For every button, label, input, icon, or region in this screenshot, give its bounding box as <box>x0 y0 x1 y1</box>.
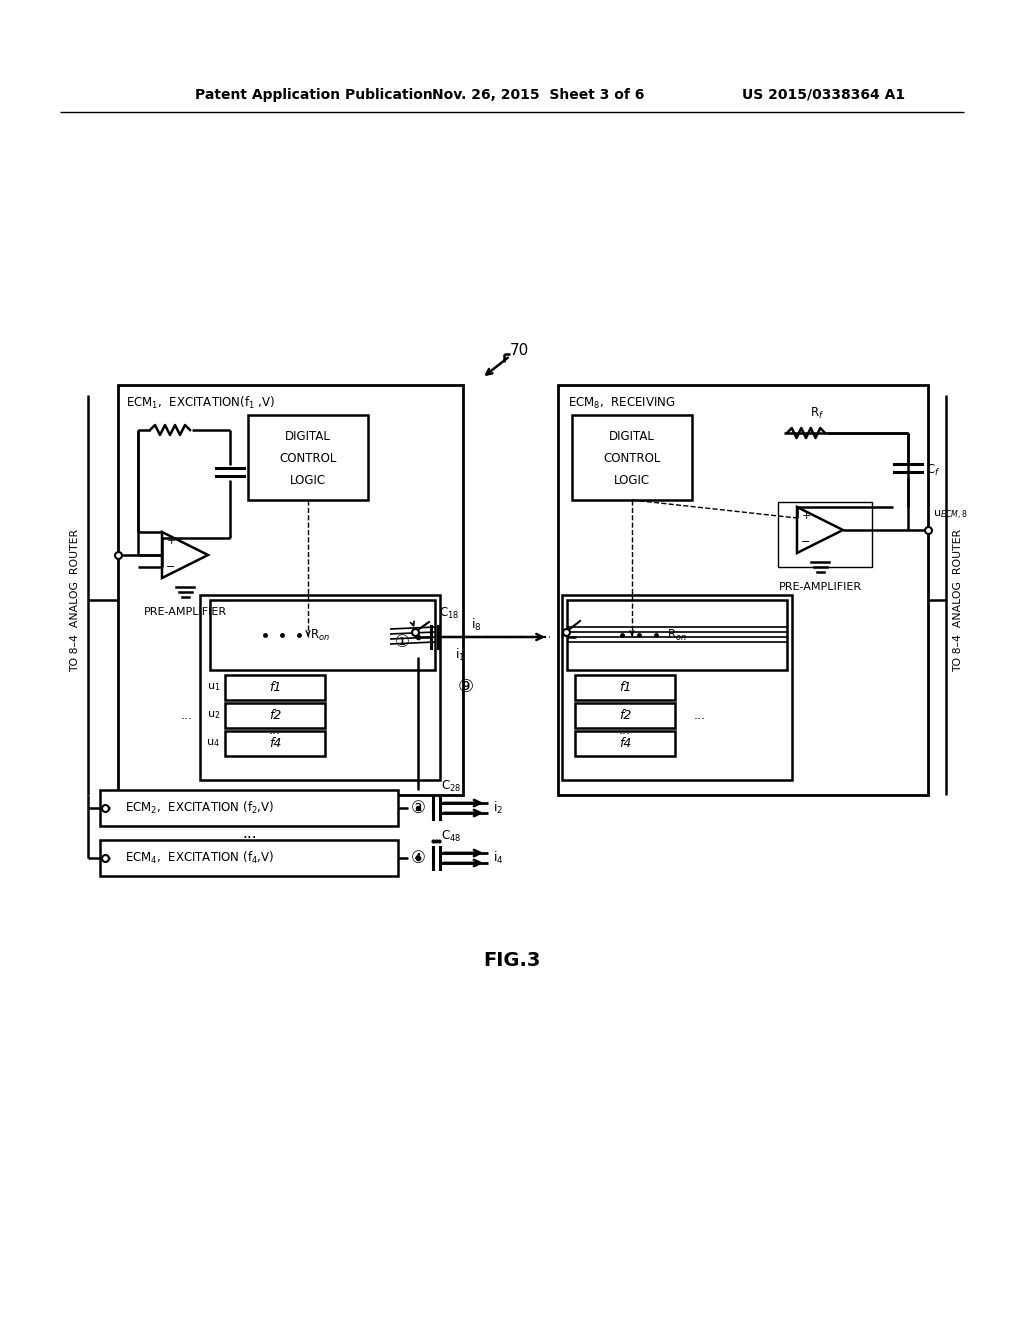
Bar <box>575 731 675 756</box>
Text: TO 8–4  ANALOG  ROUTER: TO 8–4 ANALOG ROUTER <box>70 528 80 672</box>
Bar <box>118 385 463 795</box>
Text: ECM$_8$,  RECEIVING: ECM$_8$, RECEIVING <box>568 396 676 411</box>
Text: ①: ① <box>394 634 410 651</box>
Text: ECM$_2$,  EXCITATION (f$_2$,V): ECM$_2$, EXCITATION (f$_2$,V) <box>125 800 274 816</box>
Text: ⑨: ⑨ <box>458 678 474 696</box>
Text: f1: f1 <box>269 681 282 694</box>
Text: ECM$_1$,  EXCITATION(f$_1$ ,V): ECM$_1$, EXCITATION(f$_1$ ,V) <box>126 395 275 411</box>
Text: f4: f4 <box>618 737 631 750</box>
Text: ...: ... <box>618 723 631 737</box>
Text: DIGITAL: DIGITAL <box>285 430 331 444</box>
Bar <box>225 731 325 756</box>
Bar <box>225 675 325 700</box>
Bar <box>778 502 872 568</box>
Text: C$_{28}$: C$_{28}$ <box>441 779 461 795</box>
Bar <box>558 385 928 795</box>
Bar <box>567 601 787 671</box>
Text: −: − <box>802 537 811 546</box>
Bar <box>200 595 440 780</box>
Text: u$_2$: u$_2$ <box>207 710 220 722</box>
Text: +: + <box>166 536 176 546</box>
Text: PRE-AMPLIFIER: PRE-AMPLIFIER <box>143 607 226 616</box>
Text: f1: f1 <box>618 681 631 694</box>
Text: DIGITAL: DIGITAL <box>609 430 655 444</box>
Text: ...: ... <box>243 825 257 841</box>
Text: ②: ② <box>411 799 425 817</box>
Bar <box>248 414 368 500</box>
Text: u$_1$: u$_1$ <box>207 681 220 693</box>
Text: US 2015/0338364 A1: US 2015/0338364 A1 <box>742 88 905 102</box>
Bar <box>572 414 692 500</box>
Text: 70: 70 <box>510 343 529 358</box>
Text: TO 8–4  ANALOG  ROUTER: TO 8–4 ANALOG ROUTER <box>953 528 963 672</box>
Bar <box>562 595 792 780</box>
Text: CONTROL: CONTROL <box>280 453 337 466</box>
Bar <box>100 789 398 826</box>
Text: i$_2$: i$_2$ <box>493 800 503 816</box>
Text: ④: ④ <box>411 849 425 867</box>
Text: LOGIC: LOGIC <box>614 474 650 487</box>
Bar <box>575 675 675 700</box>
Text: C$_f$: C$_f$ <box>926 462 940 478</box>
Text: R$_{on}$: R$_{on}$ <box>310 627 330 643</box>
Text: C$_{48}$: C$_{48}$ <box>441 829 461 843</box>
Text: R$_{on}$: R$_{on}$ <box>667 627 687 643</box>
Text: C$_{18}$: C$_{18}$ <box>439 606 459 620</box>
Text: i$_8$: i$_8$ <box>471 616 481 634</box>
Text: ...: ... <box>269 723 281 737</box>
Bar <box>575 704 675 729</box>
Text: Nov. 26, 2015  Sheet 3 of 6: Nov. 26, 2015 Sheet 3 of 6 <box>432 88 644 102</box>
Bar <box>225 704 325 729</box>
Text: +: + <box>802 511 811 521</box>
Text: PRE-AMPLIFIER: PRE-AMPLIFIER <box>778 582 861 591</box>
Text: FIG.3: FIG.3 <box>483 950 541 969</box>
Text: ...: ... <box>694 709 706 722</box>
Text: f4: f4 <box>269 737 282 750</box>
Text: u$_4$: u$_4$ <box>206 738 220 750</box>
Text: CONTROL: CONTROL <box>603 453 660 466</box>
Text: i$_4$: i$_4$ <box>493 850 504 866</box>
Text: u$_{ECM,8}$: u$_{ECM,8}$ <box>933 510 968 521</box>
Text: f2: f2 <box>618 709 631 722</box>
Text: f2: f2 <box>269 709 282 722</box>
Text: Patent Application Publication: Patent Application Publication <box>195 88 433 102</box>
Text: ECM$_4$,  EXCITATION (f$_4$,V): ECM$_4$, EXCITATION (f$_4$,V) <box>125 850 274 866</box>
Text: −: − <box>166 562 176 572</box>
Text: LOGIC: LOGIC <box>290 474 326 487</box>
Text: ...: ... <box>181 709 193 722</box>
Bar <box>100 840 398 876</box>
Text: i$_1$: i$_1$ <box>455 647 465 663</box>
Bar <box>210 601 435 671</box>
Text: R$_f$: R$_f$ <box>810 407 824 421</box>
